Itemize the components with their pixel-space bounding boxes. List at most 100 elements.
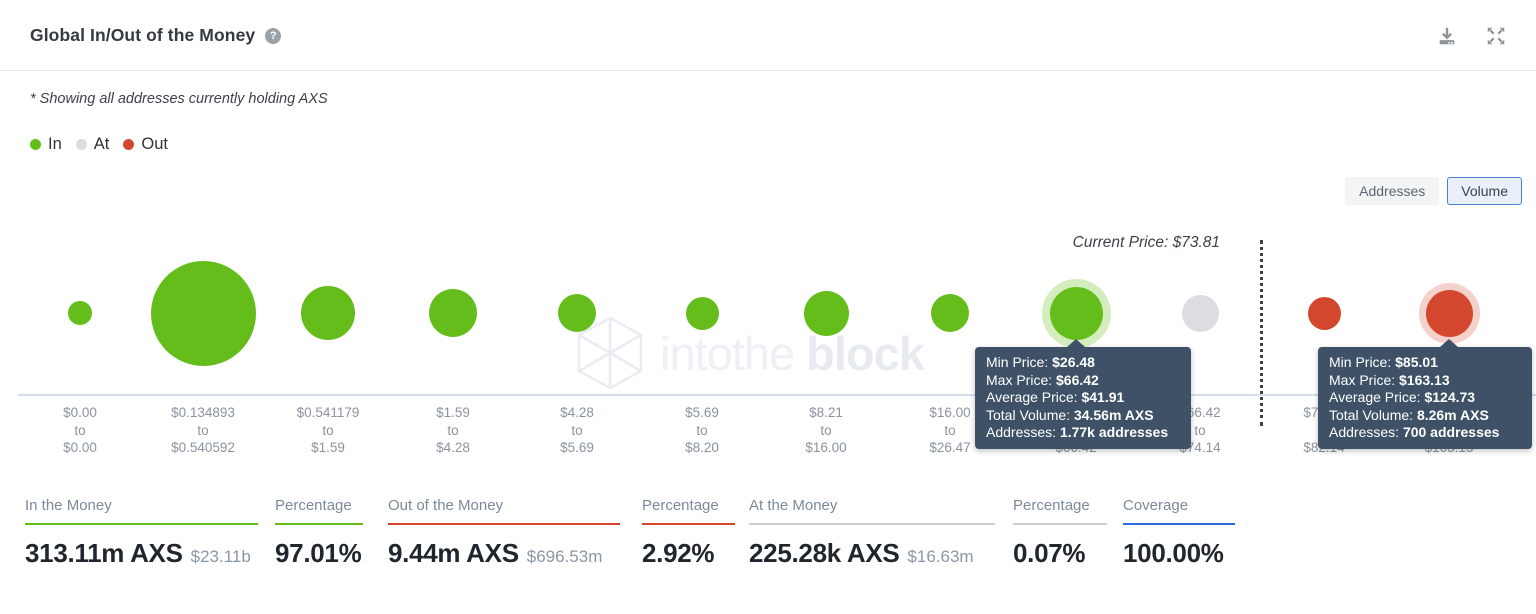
legend-label-in: In: [48, 135, 62, 153]
stat-underline: [1123, 523, 1235, 525]
axis-price-range-label: $0.541179 to $1.59: [268, 404, 388, 457]
tooltip-row: Max Price: $66.42: [986, 371, 1099, 388]
current-price-annotation: Current Price: $73.81: [1072, 234, 1220, 251]
holdings-note: * Showing all addresses currently holdin…: [30, 91, 328, 107]
bubble-in[interactable]: [68, 301, 92, 325]
bubble-in[interactable]: [558, 294, 596, 332]
axis-label-line: $16.00: [929, 405, 971, 420]
legend-item-out: Out: [123, 135, 168, 154]
legend-dot-at: [75, 139, 87, 150]
axis-price-range-label: $8.21 to $16.00: [766, 404, 886, 457]
stat-value-row: 9.44m AXS $696.53m: [388, 538, 620, 569]
axis-price-range-label: $0.134893 to $0.540592: [143, 404, 263, 457]
stat-label: Percentage: [275, 497, 352, 514]
tooltip-row: Addresses: 1.77k addresses: [986, 424, 1169, 441]
tooltip-value: $66.42: [1056, 371, 1099, 388]
tooltip-row: Average Price: $124.73: [1329, 389, 1476, 406]
bubble-out[interactable]: [1425, 289, 1473, 337]
stat-underline: [275, 523, 363, 525]
stat-value: 2.92%: [642, 538, 715, 568]
tooltip-row: Min Price: $85.01: [1329, 354, 1438, 370]
axis-price-range-label: $1.59 to $4.28: [393, 404, 513, 457]
stat-value-row: 97.01%: [275, 538, 363, 569]
axis-label-line: $4.28: [560, 405, 594, 420]
axis-label-line: $1.59: [436, 405, 470, 420]
axis-price-range-label: $5.69 to $8.20: [642, 404, 762, 457]
stat-label: Coverage: [1123, 497, 1189, 514]
axis-label-line: to: [197, 422, 209, 438]
bubble-in[interactable]: [1049, 286, 1103, 340]
bubble-in[interactable]: [150, 260, 256, 366]
bubble-in[interactable]: [301, 286, 355, 340]
stat-value: 0.07%: [1013, 538, 1086, 568]
axis-label-line: $1.59: [311, 440, 345, 455]
stat-secondary-value: $696.53m: [526, 547, 603, 566]
axis-label-line: to: [74, 422, 86, 438]
stat-value: 100.00%: [1123, 538, 1224, 568]
tooltip-value: $41.91: [1081, 389, 1125, 406]
stat-value: 97.01%: [275, 538, 362, 568]
watermark-text-light: intothe: [660, 326, 795, 380]
stat-column: In the Money 313.11m AXS $23.11b: [25, 497, 258, 569]
stat-column: Percentage 97.01%: [275, 497, 363, 569]
tooltip-value: 1.77k addresses: [1059, 424, 1169, 441]
bubble-at[interactable]: [1181, 294, 1219, 332]
axis-price-range-label: $16.00 to $26.47: [890, 404, 1010, 457]
stat-value: 9.44m AXS: [388, 538, 519, 568]
bubble-in[interactable]: [685, 296, 719, 330]
bubble-out[interactable]: [1307, 296, 1341, 330]
stat-underline: [749, 523, 995, 525]
stat-value: 225.28k AXS: [749, 538, 900, 568]
bubble-tooltip: Min Price: $26.48 Max Price: $66.42 Averag…: [975, 339, 1191, 449]
stat-label: At the Money: [749, 497, 838, 514]
axis-label-line: $0.540592: [171, 440, 235, 455]
bubble-in[interactable]: [429, 289, 477, 337]
stat-value-row: 100.00%: [1123, 538, 1235, 569]
stat-column: At the Money 225.28k AXS $16.63m: [749, 497, 995, 569]
axis-price-range-label: $0.00 to $0.00: [20, 404, 140, 457]
stat-secondary-value: $23.11b: [190, 547, 251, 566]
addresses-toggle-button[interactable]: Addresses: [1345, 177, 1440, 205]
summary-stats: In the Money 313.11m AXS $23.11b Percentage…: [0, 497, 1536, 587]
axis-label-line: $8.20: [685, 440, 719, 455]
stat-value-row: 2.92%: [642, 538, 735, 569]
tooltip-row: Min Price: $26.48: [986, 354, 1095, 370]
axis-label-line: $4.28: [436, 440, 470, 455]
bubble-in[interactable]: [931, 294, 969, 332]
tooltip-value: 8.26m AXS: [1416, 406, 1489, 423]
intotheblock-logo-icon: [577, 316, 643, 390]
view-toggle: Addresses Volume: [1345, 177, 1522, 205]
axis-label-line: to: [1194, 422, 1206, 438]
intotheblock-watermark: intothe block: [572, 315, 925, 391]
tooltip-row: Addresses: 700 addresses: [1329, 424, 1500, 441]
stat-value: 313.11m AXS: [25, 538, 183, 568]
tooltip-row: Total Volume: 34.56m AXS: [986, 406, 1154, 423]
bubble-in[interactable]: [803, 290, 849, 336]
tooltip-row: Max Price: $163.13: [1329, 371, 1450, 388]
stat-column: Out of the Money 9.44m AXS $696.53m: [388, 497, 620, 569]
tooltip-value: 700 addresses: [1402, 424, 1500, 441]
tooltip-value: $124.73: [1424, 389, 1476, 406]
download-icon[interactable]: [1436, 25, 1458, 47]
axis-label-line: $0.134893: [171, 405, 235, 420]
chart-legend: In At Out: [30, 135, 168, 154]
axis-label-line: $0.00: [63, 405, 97, 420]
help-icon[interactable]: ?: [265, 28, 282, 44]
stat-value-row: 0.07%: [1013, 538, 1107, 569]
tooltip-row: Average Price: $41.91: [986, 389, 1125, 406]
legend-item-at: At: [75, 135, 109, 154]
stat-underline: [388, 523, 620, 525]
legend-dot-out: [123, 139, 135, 150]
stat-column: Percentage 0.07%: [1013, 497, 1107, 569]
stat-column: Percentage 2.92%: [642, 497, 735, 569]
stat-secondary-value: $16.63m: [907, 547, 974, 566]
axis-label-line: $0.00: [63, 440, 97, 455]
volume-toggle-button[interactable]: Volume: [1447, 177, 1522, 205]
tooltip-value: $85.01: [1395, 354, 1438, 370]
axis-price-range-label: $4.28 to $5.69: [517, 404, 637, 457]
tooltip-arrow: [1067, 339, 1085, 347]
expand-icon[interactable]: [1485, 25, 1507, 47]
page-title-text: Global In/Out of the Money: [30, 25, 256, 45]
tooltip-row: Total Volume: 8.26m AXS: [1329, 406, 1489, 423]
